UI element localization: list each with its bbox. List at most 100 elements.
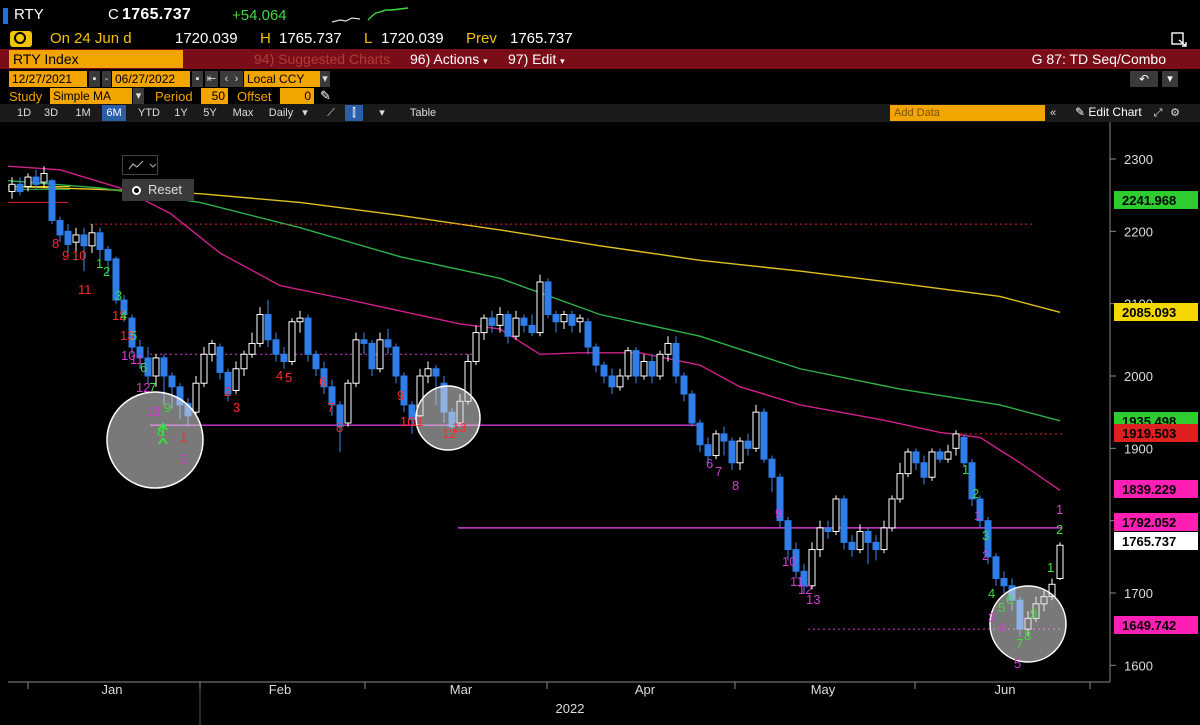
drawing-tool-button[interactable] xyxy=(122,155,158,175)
chevron-down-icon[interactable]: ▾ xyxy=(133,88,144,104)
high-label: H xyxy=(260,30,271,47)
add-data-input[interactable]: Add Data xyxy=(890,105,1045,121)
chevron-left-icon[interactable]: ‹ xyxy=(220,71,233,87)
candle-down xyxy=(784,520,792,551)
candle-down xyxy=(368,342,376,370)
candle-down xyxy=(608,375,616,388)
range-max[interactable]: Max xyxy=(232,107,254,119)
scroll-left-end-icon[interactable]: ⇤ xyxy=(205,71,218,87)
price-tag-value: 1765.737 xyxy=(1122,534,1176,549)
td-count-label: 4 xyxy=(998,620,1005,635)
td-count-label: 12 xyxy=(442,426,456,441)
high-value: 1765.737 xyxy=(279,30,342,47)
edit-chart-button[interactable]: ✎ Edit Chart xyxy=(1075,105,1142,119)
candle-down xyxy=(216,346,224,373)
currency-select[interactable]: Local CCY xyxy=(244,71,320,87)
td-count-label: 8 xyxy=(157,424,164,439)
study-type-select[interactable]: Simple MA xyxy=(50,88,132,104)
range-1d[interactable]: 1D xyxy=(16,107,32,119)
price-tag-bg xyxy=(1114,424,1198,442)
clock-icon[interactable] xyxy=(10,31,32,47)
range-5y[interactable]: 5Y xyxy=(203,107,217,119)
td-count-label: 13 xyxy=(452,420,466,435)
range-3d[interactable]: 3D xyxy=(43,107,59,119)
start-date-input[interactable]: 12/27/2021 xyxy=(9,71,87,87)
resize-icon[interactable]: ⤢ xyxy=(1153,107,1163,119)
chevron-right-icon[interactable]: › xyxy=(230,71,243,87)
chevron-down-icon[interactable]: ▾ xyxy=(379,107,385,119)
candle-down xyxy=(432,368,440,377)
x-month-label: Jun xyxy=(995,682,1016,697)
candle-up xyxy=(856,530,864,551)
td-count-label: 3 xyxy=(988,610,995,625)
pencil-icon[interactable]: ✎ xyxy=(320,88,331,103)
td-count-label: 5 xyxy=(180,452,187,467)
sparkline-icon xyxy=(331,7,409,23)
price-tag-value: 2241.968 xyxy=(1122,193,1176,208)
range-6m[interactable]: 6M xyxy=(102,105,126,121)
frequency-select[interactable]: Daily xyxy=(268,107,294,119)
table-button[interactable]: Table xyxy=(409,107,437,119)
line-chart-icon[interactable]: ⟋ xyxy=(327,107,335,119)
export-icon[interactable] xyxy=(1170,31,1188,47)
price-change: +54.064 xyxy=(232,7,287,24)
ohlc-row: On 24 Jun d 1720.039 H 1765.737 L 1720.0… xyxy=(0,29,1200,49)
offset-input[interactable]: 0 xyxy=(280,88,314,104)
candle-down xyxy=(104,248,112,261)
td-count-label: 11 xyxy=(130,352,144,367)
td-count-label: 11 xyxy=(78,282,92,297)
range-1m[interactable]: 1M xyxy=(75,107,91,119)
candle-up xyxy=(1056,544,1064,580)
undo-icon[interactable]: ↶ xyxy=(1130,71,1158,87)
td-count-label: 1 xyxy=(974,508,981,523)
td-count-label: 13 xyxy=(120,328,134,343)
td-count-label: 12 xyxy=(798,582,812,597)
candle-up xyxy=(352,339,360,384)
x-month-label: Jan xyxy=(102,682,123,697)
security-field[interactable]: RTY Index xyxy=(9,50,183,68)
candle-down xyxy=(280,353,288,363)
price-tag-value: 1649.742 xyxy=(1122,618,1176,633)
td-count-label: 3 xyxy=(982,528,989,543)
candle-up xyxy=(808,549,816,587)
candle-down xyxy=(912,451,920,464)
suggested-charts-menu[interactable]: 94) Suggested Charts xyxy=(254,50,390,68)
highlight-circle xyxy=(106,391,204,489)
period-input[interactable]: 50 xyxy=(201,88,228,104)
gear-icon[interactable]: ⚙ xyxy=(1170,107,1180,119)
candle-down xyxy=(320,368,328,388)
td-count-label: 5 xyxy=(285,370,292,385)
chevron-down-icon[interactable]: ▾ xyxy=(320,71,330,87)
candle-down xyxy=(312,353,320,370)
chevron-down-icon[interactable]: ▾ xyxy=(1162,71,1178,87)
suggested-charts-label: Suggested Charts xyxy=(278,51,391,67)
suggested-charts-number: 94) xyxy=(254,51,275,67)
candle-up xyxy=(232,368,240,391)
range-1y[interactable]: 1Y xyxy=(174,107,188,119)
highlight-circle xyxy=(989,585,1067,663)
td-count-label: 10 xyxy=(72,248,86,263)
td-count-label: 1 xyxy=(96,256,103,271)
reset-button[interactable]: Reset xyxy=(122,179,194,201)
ticker-label[interactable]: RTY xyxy=(14,6,44,23)
price-tag-bg xyxy=(1114,616,1198,634)
range-ytd[interactable]: YTD xyxy=(138,107,160,119)
chevron-down-icon[interactable]: ▾ xyxy=(302,107,308,119)
actions-menu[interactable]: 96) Actions ▾ xyxy=(410,50,488,68)
calendar-icon[interactable]: ▪ xyxy=(89,71,100,87)
candlestick-icon[interactable]: ⫿ xyxy=(345,105,363,121)
chevron-left-icon[interactable]: « xyxy=(1049,107,1057,119)
price-tag-value: 1839.229 xyxy=(1122,482,1176,497)
calendar-icon[interactable]: ▪ xyxy=(192,71,203,87)
edit-menu[interactable]: 97) Edit ▾ xyxy=(508,50,565,68)
candle-down xyxy=(960,436,968,464)
open-value: 1720.039 xyxy=(175,30,238,47)
td-count-label: 1 xyxy=(1047,560,1054,575)
td-count-label: 13 xyxy=(146,404,160,419)
end-date-input[interactable]: 06/27/2022 xyxy=(112,71,190,87)
on-date: 24 Jun d xyxy=(74,30,132,47)
candle-down xyxy=(528,324,536,334)
candle-up xyxy=(376,339,384,370)
candle-up xyxy=(496,314,504,326)
